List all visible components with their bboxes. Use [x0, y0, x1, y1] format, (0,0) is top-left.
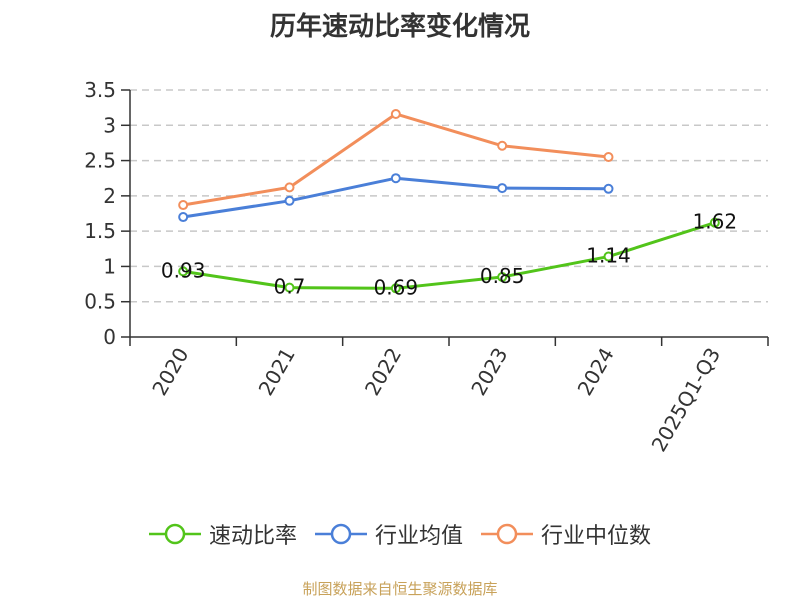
x-tick-label: 2024	[573, 344, 619, 400]
data-point-industry-median[interactable]	[497, 140, 508, 151]
series-layer	[178, 108, 720, 294]
x-tick-label: 2022	[360, 344, 406, 400]
y-tick-label: 2	[103, 184, 116, 208]
y-tick-label: 3	[103, 113, 116, 137]
data-point-industry-mean[interactable]	[497, 183, 508, 194]
data-label-quick-ratio: 0.93	[161, 258, 206, 282]
data-point-quick-ratio[interactable]	[284, 282, 295, 293]
source-note: 制图数据来自恒生聚源数据库	[302, 580, 498, 598]
legend-item-industry-median[interactable]: 行业中位数	[481, 518, 651, 550]
data-point-quick-ratio[interactable]	[178, 266, 189, 277]
data-point-industry-mean[interactable]	[603, 183, 614, 194]
data-point-industry-median[interactable]	[390, 108, 401, 119]
y-tick-label: 3.5	[84, 78, 116, 102]
data-point-industry-median[interactable]	[603, 152, 614, 163]
legend-swatch-quick-ratio	[148, 523, 201, 545]
legend-label-industry-mean: 行业均值	[374, 524, 463, 549]
series-line-industry-median	[182, 112, 609, 207]
y-tick-label: 2.5	[84, 149, 116, 173]
legend-swatch-industry-mean	[314, 523, 367, 545]
y-tick-label: 0	[103, 325, 116, 349]
data-point-quick-ratio[interactable]	[390, 283, 401, 294]
y-tick-label: 0.5	[84, 290, 116, 314]
x-tick-label: 2025Q1-Q3	[646, 344, 725, 456]
data-point-industry-mean[interactable]	[390, 173, 401, 184]
x-tick-label: 2021	[254, 344, 300, 400]
chart-title: 历年速动比率变化情况	[269, 12, 530, 42]
data-label-quick-ratio: 0.69	[374, 275, 419, 299]
data-label-quick-ratio: 1.14	[586, 244, 631, 268]
y-tick-label: 1	[103, 254, 116, 278]
data-point-industry-median[interactable]	[178, 200, 189, 211]
series-line-quick-ratio	[182, 221, 716, 290]
legend-swatch-industry-median	[481, 523, 533, 545]
legend-label-quick-ratio: 速动比率	[208, 524, 297, 549]
x-tick-label: 2023	[466, 343, 512, 399]
grid-layer	[130, 89, 768, 303]
data-point-quick-ratio[interactable]	[497, 272, 508, 283]
y-tick-label: 1.5	[84, 219, 116, 243]
data-point-quick-ratio[interactable]	[709, 217, 720, 228]
data-label-quick-ratio: 1.62	[693, 210, 738, 234]
legend-item-industry-mean[interactable]: 行业均值	[314, 518, 463, 550]
data-point-industry-mean[interactable]	[178, 212, 189, 223]
x-tick-label: 2020	[147, 344, 193, 400]
data-point-industry-median[interactable]	[284, 182, 295, 193]
label-layer: 0.93 0.7 0.69 0.85 1.14 1.62	[161, 210, 737, 300]
legend-item-quick-ratio[interactable]: 速动比率	[148, 518, 297, 550]
data-label-quick-ratio: 0.7	[274, 275, 306, 299]
legend-label-industry-median: 行业中位数	[541, 524, 652, 549]
legend: 速动比率 行业均值 行业中位数	[0, 518, 800, 550]
series-line-industry-mean	[182, 176, 609, 219]
data-label-quick-ratio: 0.85	[480, 264, 525, 288]
data-point-quick-ratio[interactable]	[603, 251, 614, 262]
data-point-industry-mean[interactable]	[284, 195, 295, 206]
